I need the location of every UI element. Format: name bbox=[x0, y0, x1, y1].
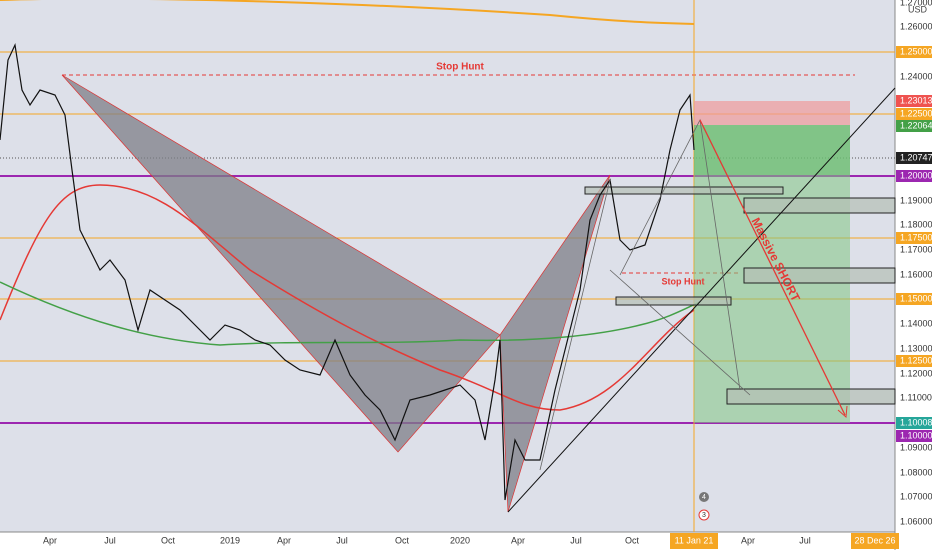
price-label: 1.22500 bbox=[900, 108, 932, 118]
price-badge bbox=[896, 95, 932, 107]
annotation: Stop Hunt bbox=[436, 62, 484, 73]
price-badge bbox=[896, 120, 932, 132]
badge-text: 4 bbox=[702, 494, 706, 501]
price-badge bbox=[896, 293, 932, 305]
badge-text: 3 bbox=[702, 512, 706, 519]
price-label: 1.20000 bbox=[900, 170, 932, 180]
time-label: Jul bbox=[799, 535, 811, 545]
time-label: Apr bbox=[43, 535, 57, 545]
price-badge bbox=[896, 170, 932, 182]
price-label: 1.19000 bbox=[900, 195, 932, 205]
price-label: 1.26000 bbox=[900, 21, 932, 31]
earnings-badge[interactable] bbox=[698, 509, 710, 521]
price-badge bbox=[896, 46, 932, 58]
price-label: 1.22064 bbox=[900, 120, 932, 130]
price-label: 1.27000 bbox=[900, 0, 932, 7]
trendline bbox=[507, 87, 896, 513]
price-label: 1.17000 bbox=[900, 244, 932, 254]
time-label: 28 Dec 26 bbox=[854, 535, 895, 545]
stop-zone bbox=[694, 101, 850, 125]
time-label: Jul bbox=[104, 535, 116, 545]
time-label: Oct bbox=[161, 535, 176, 545]
time-label: 2020 bbox=[450, 535, 470, 545]
price-label: 1.10008 bbox=[900, 417, 932, 427]
price-label: 1.20747 bbox=[900, 152, 932, 162]
price-axis bbox=[895, 0, 932, 550]
arrow-head bbox=[837, 405, 848, 419]
price-label: 1.10000 bbox=[900, 430, 932, 440]
price-badge bbox=[896, 417, 932, 429]
price-label: 1.14000 bbox=[900, 318, 932, 328]
annotation: Stop Hunt bbox=[662, 276, 705, 286]
price-label: 1.06000 bbox=[900, 516, 932, 526]
price-label: 1.12500 bbox=[900, 355, 932, 365]
time-label: Oct bbox=[625, 535, 640, 545]
time-label: Oct bbox=[395, 535, 410, 545]
price-label: 1.18000 bbox=[900, 219, 932, 229]
short-arrow bbox=[699, 119, 846, 416]
time-axis bbox=[0, 532, 895, 550]
time-badge bbox=[670, 533, 718, 549]
time-label: 2019 bbox=[220, 535, 240, 545]
price-label: 1.24000 bbox=[900, 71, 932, 81]
currency: USD bbox=[908, 4, 928, 14]
ma-long bbox=[0, 0, 695, 25]
price-label: 1.07000 bbox=[900, 491, 932, 501]
target-zone-near bbox=[694, 125, 850, 175]
price-badge bbox=[896, 430, 932, 442]
harmonic-pattern bbox=[61, 74, 611, 513]
time-label: Jul bbox=[570, 535, 582, 545]
time-label: 11 Jan 21 bbox=[675, 535, 714, 545]
price-badge bbox=[896, 108, 932, 120]
price-badge bbox=[896, 232, 932, 244]
price-label: 1.11000 bbox=[900, 392, 932, 402]
time-badge bbox=[851, 533, 899, 549]
price-badge bbox=[896, 355, 932, 367]
time-label: Apr bbox=[511, 535, 525, 545]
price-label: 1.08000 bbox=[900, 467, 932, 477]
price-badge bbox=[896, 152, 932, 164]
supply-boxes bbox=[584, 186, 896, 405]
time-label: Apr bbox=[277, 535, 291, 545]
ma-green bbox=[0, 281, 701, 346]
price-label: 1.23013 bbox=[900, 95, 932, 105]
time-label: Jul bbox=[336, 535, 348, 545]
price-label: 1.13000 bbox=[900, 343, 932, 353]
price-label: 1.16000 bbox=[900, 269, 932, 279]
price-label: 1.12000 bbox=[900, 368, 932, 378]
price-label: 1.15000 bbox=[900, 293, 932, 303]
price bbox=[0, 42, 695, 501]
price-label: 1.25000 bbox=[900, 46, 932, 56]
time-label: Apr bbox=[741, 535, 755, 545]
price-label: 1.17500 bbox=[900, 232, 932, 242]
event-badge[interactable] bbox=[699, 492, 709, 502]
ma-red bbox=[0, 184, 695, 411]
price-label: 1.09000 bbox=[900, 442, 932, 452]
